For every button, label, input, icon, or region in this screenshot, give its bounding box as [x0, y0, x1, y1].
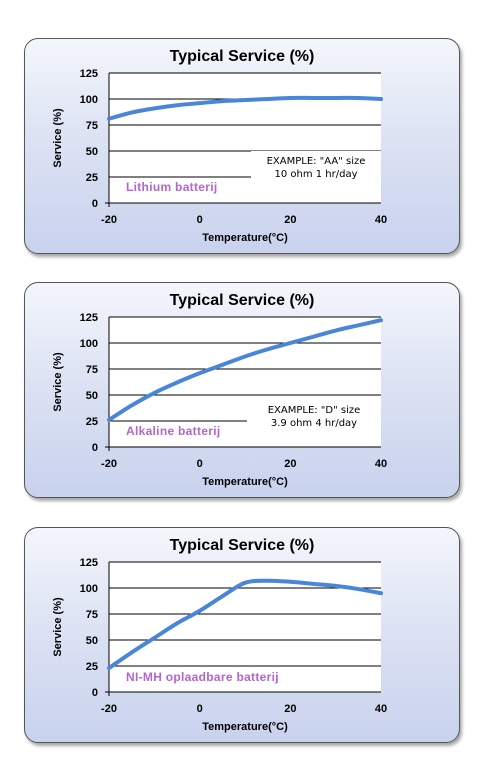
- y-axis-label: Service (%): [52, 108, 64, 168]
- chart-title: Typical Service (%): [170, 48, 315, 65]
- y-tick-label: 100: [80, 338, 98, 350]
- series-label: Lithium batterij: [126, 180, 217, 194]
- series-label-bg: [121, 668, 316, 685]
- x-tick-label: 20: [284, 214, 296, 226]
- chart-panel-alkaline: Typical Service (%) 0 25 50 75 100 125 -20 0 20 40…: [24, 282, 460, 498]
- chart-title: Typical Service (%): [170, 292, 315, 309]
- series-line: [107, 578, 383, 671]
- y-tick-label: 25: [86, 661, 98, 673]
- y-tick-label: 0: [92, 687, 98, 699]
- x-tick-label: 40: [375, 703, 387, 715]
- series-label: Alkaline batterij: [126, 424, 220, 438]
- y-tick-label: 100: [80, 583, 98, 595]
- x-axis-label: Temperature(°C): [202, 721, 288, 733]
- annotation-line: 3.9 ohm 4 hr/day: [271, 418, 357, 429]
- series-label: NI-MH oplaadbare batterij: [126, 670, 279, 684]
- annotation-box: [247, 400, 381, 434]
- x-axis-label: Temperature(°C): [202, 232, 288, 244]
- y-axis-label: Service (%): [52, 597, 64, 657]
- y-tick-label: 125: [80, 312, 98, 324]
- series-label-bg: [121, 178, 250, 195]
- series-line: [107, 95, 383, 121]
- y-tick-label: 50: [86, 635, 98, 647]
- x-tick-label: 20: [284, 458, 296, 470]
- series-line: [107, 318, 383, 422]
- annotation-box: [251, 151, 381, 185]
- y-tick-label: 75: [86, 609, 98, 621]
- y-tick-label: 50: [86, 390, 98, 402]
- chart-panel-nimh: Typical Service (%) 0 25 50 75 100 125 -20 0 20 40…: [24, 527, 460, 743]
- x-tick-label: -20: [101, 458, 117, 470]
- x-tick-label: -20: [101, 703, 117, 715]
- x-tick-label: -20: [101, 214, 117, 226]
- y-tick-label: 75: [86, 120, 98, 132]
- y-tick-label: 125: [80, 557, 98, 569]
- y-tick-label: 25: [86, 416, 98, 428]
- y-tick-label: 0: [92, 442, 98, 454]
- x-tick-label: 0: [197, 214, 203, 226]
- y-axis-label: Service (%): [52, 352, 64, 412]
- chart-title: Typical Service (%): [170, 537, 315, 554]
- y-tick-label: 125: [80, 68, 98, 80]
- x-tick-label: 40: [375, 458, 387, 470]
- series-label-bg: [121, 422, 257, 439]
- x-tick-label: 0: [197, 458, 203, 470]
- y-tick-label: 0: [92, 198, 98, 210]
- y-tick-label: 75: [86, 364, 98, 376]
- annotation-line: EXAMPLE: "AA" size: [267, 156, 366, 167]
- chart-panel-lithium: Typical Service (%) 0 25 50 75 100 125 -20 0 20 40…: [24, 38, 460, 254]
- y-tick-label: 25: [86, 172, 98, 184]
- annotation-line: 10 ohm 1 hr/day: [274, 169, 357, 180]
- x-tick-label: 0: [197, 703, 203, 715]
- x-tick-label: 20: [284, 703, 296, 715]
- y-tick-label: 100: [80, 94, 98, 106]
- annotation-line: EXAMPLE: "D" size: [268, 405, 361, 416]
- x-tick-label: 40: [375, 214, 387, 226]
- y-tick-label: 50: [86, 146, 98, 158]
- x-axis-label: Temperature(°C): [202, 476, 288, 488]
